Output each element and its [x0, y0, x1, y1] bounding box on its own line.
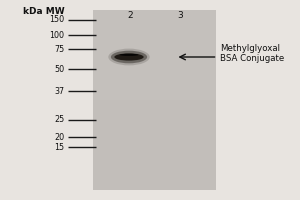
Text: 50: 50 [54, 64, 64, 73]
Text: 20: 20 [54, 133, 64, 142]
Text: 2: 2 [128, 11, 133, 20]
Text: 75: 75 [54, 45, 64, 53]
Bar [93, 10, 216, 100]
Text: BSA Conjugate: BSA Conjugate [220, 54, 285, 63]
Ellipse shape [114, 53, 144, 61]
Bar [93, 10, 216, 190]
Ellipse shape [108, 49, 150, 65]
Ellipse shape [119, 54, 139, 56]
Text: 15: 15 [54, 142, 64, 152]
Text: 25: 25 [54, 116, 64, 124]
Text: 100: 100 [50, 30, 64, 40]
Text: kDa MW: kDa MW [23, 7, 64, 16]
Ellipse shape [111, 51, 147, 63]
Text: Methylglyoxal: Methylglyoxal [220, 44, 280, 53]
Text: 150: 150 [50, 16, 64, 24]
Text: 3: 3 [177, 11, 183, 20]
Text: 37: 37 [54, 87, 64, 96]
